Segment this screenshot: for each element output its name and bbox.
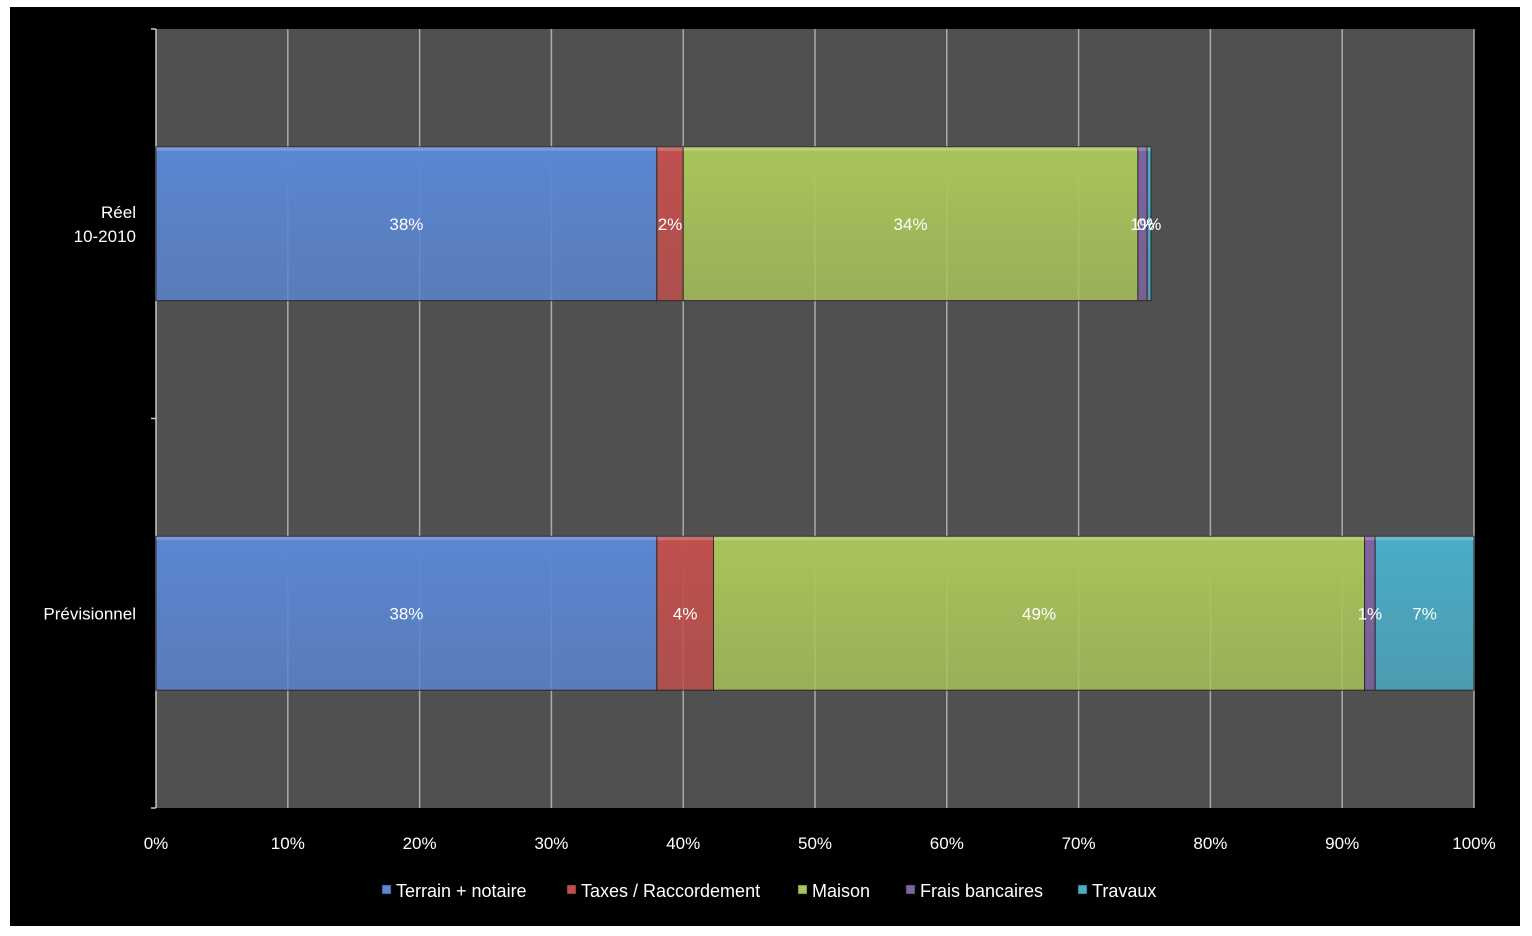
- x-tick-label: 30%: [534, 834, 568, 853]
- bar-segment: [155, 146, 658, 302]
- legend: Terrain + notaire Taxes / Raccordement Mai…: [381, 881, 1156, 901]
- legend-label: Taxes / Raccordement: [581, 881, 760, 901]
- bar-highlight: [1147, 146, 1152, 151]
- legend-label: Maison: [812, 881, 870, 901]
- bar-segment: [656, 535, 715, 691]
- data-label: 7%: [1412, 604, 1437, 623]
- data-label: 38%: [389, 215, 423, 234]
- bar-segment: [682, 146, 1139, 302]
- stacked-bar-chart: 0% 10% 20% 30% 40% 50% 60% 70% 80% 90% 100% Réel 10-…: [43, 28, 1496, 901]
- bar-segment: [155, 535, 658, 691]
- bar-segment: [1146, 146, 1152, 302]
- x-tick-label: 20%: [403, 834, 437, 853]
- data-label: 2%: [658, 215, 683, 234]
- x-tick-label: 0%: [144, 834, 169, 853]
- x-tick-label: 60%: [930, 834, 964, 853]
- legend-swatch: [905, 884, 916, 895]
- legend-swatch: [1077, 884, 1088, 895]
- x-tick-label: 50%: [798, 834, 832, 853]
- legend-label: Travaux: [1092, 881, 1156, 901]
- data-label: 1%: [1358, 604, 1383, 623]
- legend-swatch: [381, 884, 392, 895]
- bar-highlight: [156, 536, 657, 541]
- x-tick-label: 40%: [666, 834, 700, 853]
- data-label: 49%: [1022, 604, 1056, 623]
- bar-segment: [713, 535, 1366, 691]
- chart-frame: 0% 10% 20% 30% 40% 50% 60% 70% 80% 90% 100% Réel 10-…: [10, 7, 1520, 926]
- bar-highlight: [656, 536, 714, 541]
- axes: 0% 10% 20% 30% 40% 50% 60% 70% 80% 90% 100% Réel 10-…: [43, 28, 1496, 853]
- data-label: 38%: [389, 604, 423, 623]
- data-labels: 38% 2% 34% 1%0%38% 4% 49% 1% 7%: [389, 215, 1436, 624]
- bar-highlight: [656, 146, 684, 151]
- x-tick-label: 70%: [1062, 834, 1096, 853]
- data-label: 0%: [1137, 215, 1162, 234]
- bar-highlight: [683, 146, 1138, 151]
- legend-swatch: [566, 884, 577, 895]
- data-label: 1%: [1130, 215, 1155, 234]
- x-tick-label: 100%: [1452, 834, 1495, 853]
- data-label: 34%: [894, 215, 928, 234]
- category-label: Réel: [101, 203, 136, 222]
- x-tick-label: 80%: [1193, 834, 1227, 853]
- bar-segment: [656, 146, 684, 302]
- bars: [155, 146, 1475, 691]
- legend-label: Frais bancaires: [920, 881, 1043, 901]
- legend-label: Terrain + notaire: [396, 881, 527, 901]
- bar-highlight: [1137, 146, 1148, 151]
- bar-highlight: [713, 536, 1365, 541]
- category-label: Prévisionnel: [43, 604, 136, 623]
- legend-swatch: [797, 884, 808, 895]
- bar-highlight: [1375, 536, 1474, 541]
- x-tick-label: 90%: [1325, 834, 1359, 853]
- category-label: 10-2010: [74, 227, 136, 246]
- bar-segment: [1374, 535, 1475, 691]
- x-tick-label: 10%: [271, 834, 305, 853]
- bar-highlight: [156, 146, 657, 151]
- bar-highlight: [1364, 536, 1376, 541]
- data-label: 4%: [673, 604, 698, 623]
